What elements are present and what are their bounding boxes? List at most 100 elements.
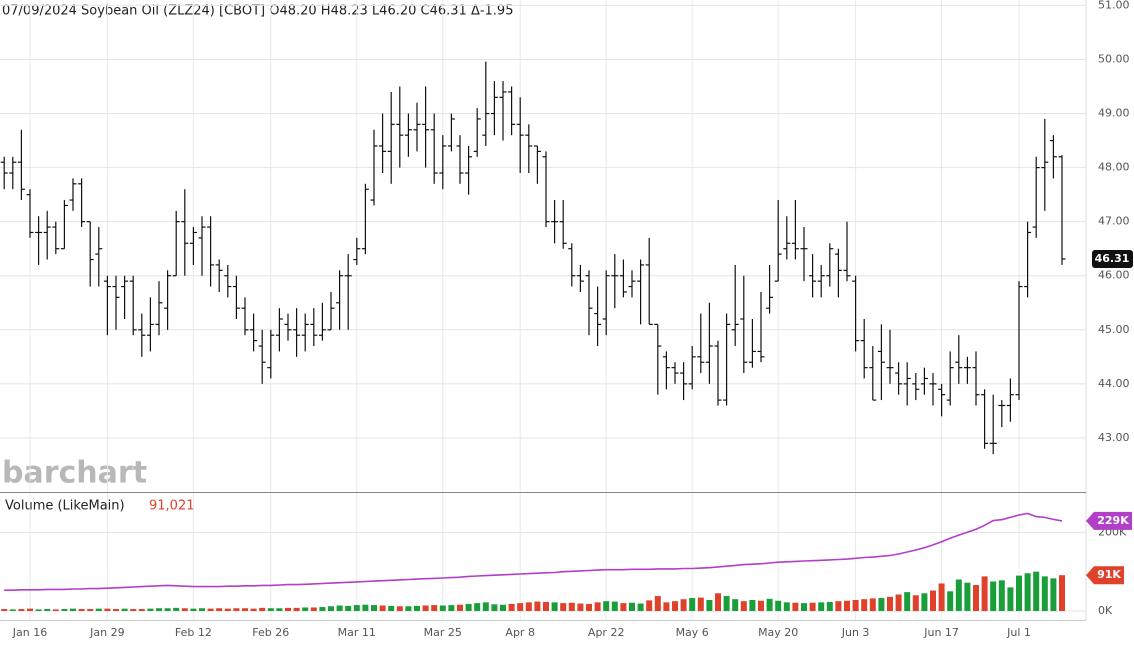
x-tick-label: Jun 17 <box>923 626 959 639</box>
ohlc-bar <box>172 210 180 277</box>
volume-bar <box>293 607 300 611</box>
ohlc-bar <box>60 200 68 250</box>
ohlc-bar <box>723 313 731 406</box>
ohlc-bar <box>662 351 670 390</box>
volume-bar <box>818 602 825 611</box>
ohlc-bar <box>490 81 498 136</box>
ohlc-bar <box>129 275 137 336</box>
x-tick-label: Jan 16 <box>12 626 47 639</box>
volume-bar <box>577 603 584 611</box>
ohlc-bar <box>439 135 447 190</box>
volume-bar <box>121 608 128 611</box>
ohlc-bar <box>998 400 1006 428</box>
ohlc-bar <box>533 145 541 184</box>
y-tick-label: 49.00 <box>1098 107 1130 120</box>
volume-bar <box>715 593 721 611</box>
ohlc-bar <box>284 313 292 341</box>
volume-bar <box>801 603 807 611</box>
ohlc-bar <box>843 221 851 282</box>
ohlc-bar <box>886 329 894 384</box>
volume-bar <box>130 609 137 611</box>
ohlc-bar <box>189 227 197 265</box>
volume-bar <box>1016 575 1022 611</box>
volume-label: 91K <box>1097 568 1121 581</box>
ohlc-bar <box>250 313 258 352</box>
ohlc-bar <box>370 129 378 206</box>
x-tick-label: May 6 <box>676 626 709 639</box>
volume-bar <box>912 595 919 611</box>
volume-bar <box>697 597 704 611</box>
ohlc-bar <box>688 346 696 390</box>
ohlc-bar <box>748 318 756 368</box>
ohlc-bar <box>1049 135 1057 179</box>
volume-bar <box>775 600 782 611</box>
volume-bar <box>199 608 205 611</box>
volume-bar <box>508 603 515 611</box>
ohlc-bar <box>834 248 842 298</box>
ohlc-bar <box>989 394 997 455</box>
volume-bar <box>990 581 997 611</box>
volume-bar <box>663 602 670 611</box>
ohlc-bar <box>52 221 60 255</box>
ohlc-bar <box>17 129 25 201</box>
y-tick-label: 47.00 <box>1098 215 1130 228</box>
ohlc-bar <box>559 200 567 249</box>
volume-bar <box>35 609 42 611</box>
volume-bar <box>1 609 8 611</box>
volume-bar <box>345 605 352 611</box>
ohlc-bar <box>920 367 928 395</box>
ohlc-bar <box>981 389 989 449</box>
last-price-badge <box>1092 249 1133 268</box>
volume-value: 91,021 <box>149 499 195 514</box>
ohlc-bar <box>465 145 473 195</box>
y-tick-label: 48.00 <box>1098 161 1130 174</box>
ohlc-bar <box>809 254 817 298</box>
volume-bar <box>672 601 678 611</box>
ohlc-bar <box>224 264 232 298</box>
volume-bar <box>379 605 386 611</box>
volume-bar <box>156 608 162 611</box>
ohlc-bar <box>198 216 206 276</box>
volume-bar <box>336 605 343 611</box>
volume-bar <box>998 580 1005 611</box>
volume-bar <box>964 582 971 611</box>
volume-bar <box>164 608 171 611</box>
volume-bar <box>87 609 94 611</box>
ohlc-bar <box>731 264 739 347</box>
ohlc-bar <box>232 275 240 319</box>
volume-bar <box>353 605 360 611</box>
volume-bar <box>422 605 429 611</box>
ohlc-bar <box>654 323 662 395</box>
x-tick-label: Apr 22 <box>588 626 625 639</box>
volume-bar <box>732 599 739 611</box>
volume-bar <box>371 605 377 611</box>
last-price-label: 46.31 <box>1095 252 1130 265</box>
volume-bar <box>70 608 76 611</box>
ohlc-bar <box>852 275 860 352</box>
ohlc-bar <box>138 313 146 357</box>
moving-average-line <box>4 512 1063 591</box>
volume-bar <box>113 609 119 611</box>
ohlc-bar <box>576 264 584 292</box>
volume-bar <box>594 602 601 611</box>
ohlc-bar <box>310 308 318 347</box>
ohlc-bar <box>146 297 154 352</box>
ohlc-bar <box>361 183 369 255</box>
volume-bar <box>465 603 472 611</box>
volume-bar <box>181 608 188 611</box>
ohlc-bar <box>499 81 507 141</box>
ohlc-bar <box>181 189 189 276</box>
volume-bar <box>973 585 979 611</box>
y-tick-label: 43.00 <box>1098 431 1130 444</box>
ohlc-bar <box>95 227 103 287</box>
ohlc-bar <box>112 275 120 330</box>
ohlc-bar <box>430 113 438 184</box>
ohlc-bar <box>396 86 404 168</box>
ohlc-bar <box>69 178 77 211</box>
volume-bar <box>242 608 248 611</box>
volume-bar <box>869 598 876 611</box>
volume-bar <box>9 609 16 611</box>
volume-bar <box>147 608 154 611</box>
volume-bar <box>27 608 33 611</box>
ohlc-bar <box>86 221 94 287</box>
